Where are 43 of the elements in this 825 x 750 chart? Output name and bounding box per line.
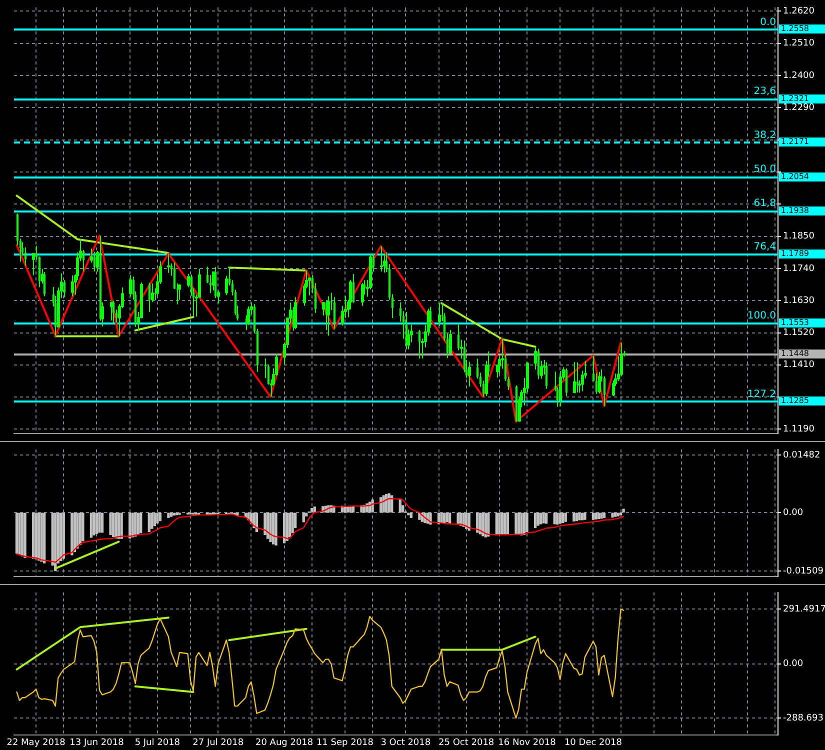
ref-line-label: 1.2171	[781, 137, 809, 146]
x-tick-label: 11 Sep 2018	[316, 738, 374, 748]
y-tick-label: 1.1520	[783, 328, 815, 338]
x-tick-label: 22 May 2018	[6, 738, 66, 748]
ref-line-label: 1.1285	[781, 396, 809, 406]
x-tick-label: 27 Jul 2018	[192, 738, 244, 748]
y-tick-label: 1.2400	[783, 70, 815, 81]
x-tick-label: 5 Jul 2018	[134, 738, 180, 748]
ref-line-label: 1.1553	[781, 318, 809, 328]
annotation: 50.0	[754, 164, 776, 176]
ref-line-label: 1.1938	[781, 206, 809, 216]
x-tick-label: 3 Oct 2018	[380, 738, 431, 748]
ref-line-label: 1.2054	[781, 172, 809, 182]
y-tick-label: 1.1190	[783, 424, 815, 435]
ref-line-label: 1.2558	[781, 24, 809, 34]
ref-line-label: 1.2321	[781, 94, 809, 104]
ref-line-label: 1.1448	[781, 349, 809, 358]
annotation: 61,8	[754, 198, 776, 210]
y-tick-label: 291.4917	[783, 604, 825, 614]
annotation: 100.0	[747, 310, 776, 322]
annotation: 127.2	[747, 389, 776, 400]
x-tick-label: 16 Nov 2018	[498, 738, 556, 748]
y-tick-label: -0.01509	[783, 566, 824, 576]
y-tick-label: -288.693	[783, 713, 824, 724]
annotation: 76,4	[754, 242, 776, 253]
ref-line-label: 1.1789	[781, 249, 809, 258]
y-tick-label: 1.2290	[783, 103, 815, 114]
x-tick-label: 20 Aug 2018	[255, 738, 314, 748]
x-tick-label: 13 Jun 2018	[70, 738, 124, 748]
annotation: 0.0	[760, 16, 776, 28]
y-tick-label: 1.1740	[783, 264, 815, 274]
annotation: 23,6	[754, 86, 776, 98]
y-tick-label: 1.2510	[783, 38, 815, 49]
y-tick-label: 0.01482	[783, 450, 820, 460]
x-tick-label: 10 Dec 2018	[564, 738, 622, 748]
y-tick-label: 1.1630	[783, 296, 815, 306]
annotation: 38,2	[754, 130, 776, 142]
y-tick-label: 0.00	[783, 659, 804, 670]
y-tick-label: 1.2620	[783, 6, 815, 17]
y-tick-label: 0.00	[783, 508, 804, 518]
y-tick-label: 1.1410	[783, 360, 815, 370]
y-tick-label: 1.1850	[783, 232, 815, 242]
x-tick-label: 25 Oct 2018	[438, 738, 494, 748]
